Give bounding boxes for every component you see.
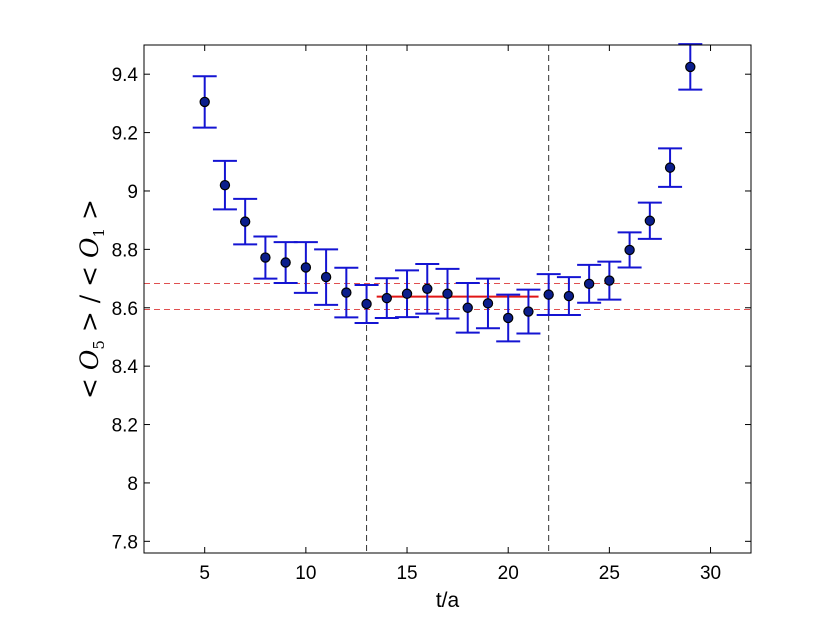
data-point <box>280 257 291 268</box>
y-tick-label: 9.4 <box>112 65 139 86</box>
data-point <box>320 271 332 283</box>
y-tick-label: 8.8 <box>112 240 138 261</box>
data-point <box>644 215 656 226</box>
data-point <box>401 288 413 299</box>
data-point <box>685 61 696 73</box>
data-point <box>361 298 372 310</box>
x-tick-label: 25 <box>599 563 620 584</box>
y-tick-label: 8 <box>127 474 138 495</box>
data-point <box>422 283 433 294</box>
x-tick-label: 20 <box>498 563 519 584</box>
y-tick-label: 9.2 <box>112 124 138 145</box>
data-point <box>664 162 676 173</box>
svg-text:< O5 > / < O1 >: < O5 > / < O1 > <box>75 199 108 399</box>
data-point <box>563 290 575 302</box>
y-tick-label: 8.4 <box>112 357 139 378</box>
y-tick-label: 7.8 <box>112 532 138 553</box>
data-point <box>260 252 271 263</box>
data-point <box>523 306 534 317</box>
data-point <box>482 298 494 309</box>
data-point <box>381 292 392 304</box>
x-tick-label: 30 <box>700 563 721 584</box>
data-point <box>543 289 554 300</box>
data-point <box>503 312 514 324</box>
data-point <box>199 96 210 108</box>
plot-frame <box>143 44 752 554</box>
y-tick-label: 8.6 <box>112 299 138 320</box>
x-tick-label: 15 <box>396 563 417 584</box>
tick-layer: 5 10 15 20 25 30 7.8 8 8.2 8.4 8.6 8.8 9 9.2 9.4 <box>112 45 751 584</box>
data-point <box>583 278 595 290</box>
x-axis-label: t/a <box>436 589 460 612</box>
data-point <box>219 179 231 191</box>
y-axis-label: < O5 > / < O1 > <box>75 199 108 399</box>
data-point <box>604 275 615 286</box>
point-layer <box>199 61 696 324</box>
y-tick-label: 8.2 <box>112 416 138 437</box>
data-point <box>341 287 352 298</box>
x-tick-label: 10 <box>295 563 316 584</box>
x-tick-label: 5 <box>199 563 210 584</box>
data-point <box>462 302 473 313</box>
data-point <box>442 288 453 299</box>
data-point <box>300 262 312 273</box>
y-tick-label: 9 <box>127 182 138 203</box>
data-point <box>239 216 251 227</box>
data-point <box>624 244 635 256</box>
